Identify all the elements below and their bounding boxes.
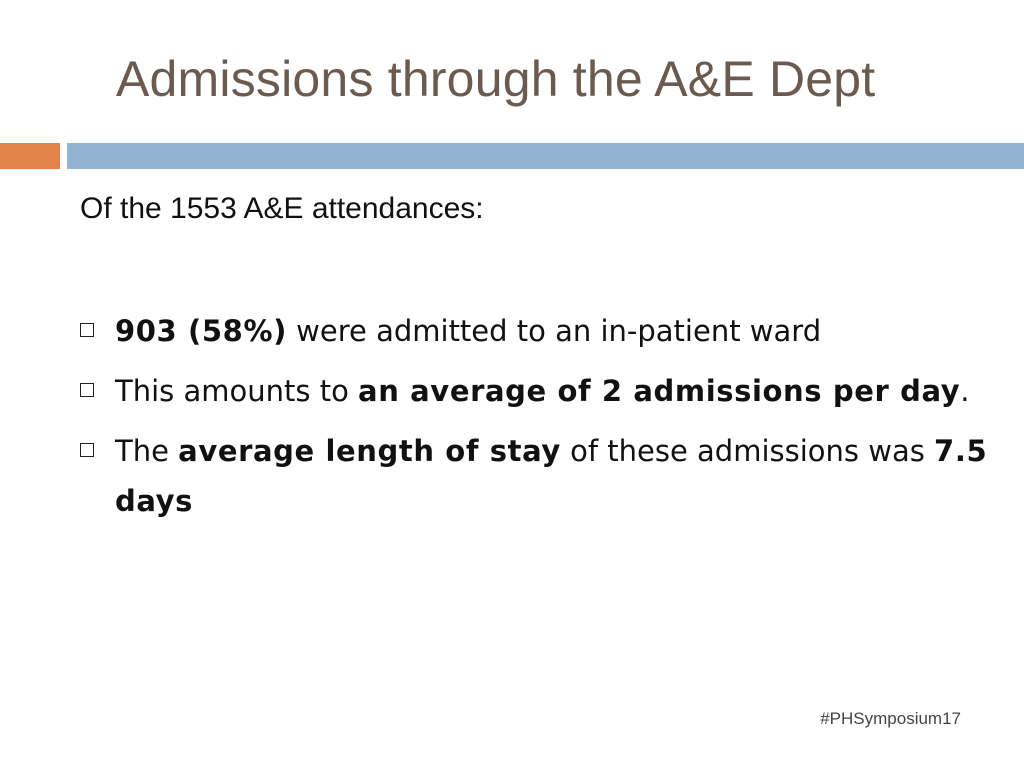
square-bullet-icon <box>80 323 94 337</box>
bullet-text-bold: an average of 2 admissions per day <box>358 374 961 408</box>
bullet-text: were admitted to an in-patient ward <box>286 314 822 348</box>
bullet-text: This amounts to <box>115 374 359 408</box>
title-underline-bar <box>67 143 1024 169</box>
slide-title: Admissions through the A&E Dept <box>116 51 876 107</box>
square-bullet-icon <box>80 383 94 397</box>
bullet-list: 903 (58%) were admitted to an in-patient… <box>80 306 1000 536</box>
bullet-text: . <box>960 374 970 408</box>
bullet-text: The <box>115 434 179 468</box>
accent-bar <box>0 143 60 169</box>
bullet-item: 903 (58%) were admitted to an in-patient… <box>80 306 1000 356</box>
bullet-item: This amounts to an average of 2 admissio… <box>80 366 1000 416</box>
footer-hashtag: #PHSymposium17 <box>820 709 961 728</box>
intro-text: Of the 1553 A&E attendances: <box>80 192 484 225</box>
bullet-item: The average length of stay of these admi… <box>80 426 1000 526</box>
square-bullet-icon <box>80 443 94 457</box>
bullet-text-bold: average length of stay <box>178 434 561 468</box>
bullet-text: of these admissions was <box>560 434 935 468</box>
bullet-text-bold: 903 (58%) <box>115 314 287 348</box>
bullet-text-bold: 7.5 days <box>115 434 988 518</box>
